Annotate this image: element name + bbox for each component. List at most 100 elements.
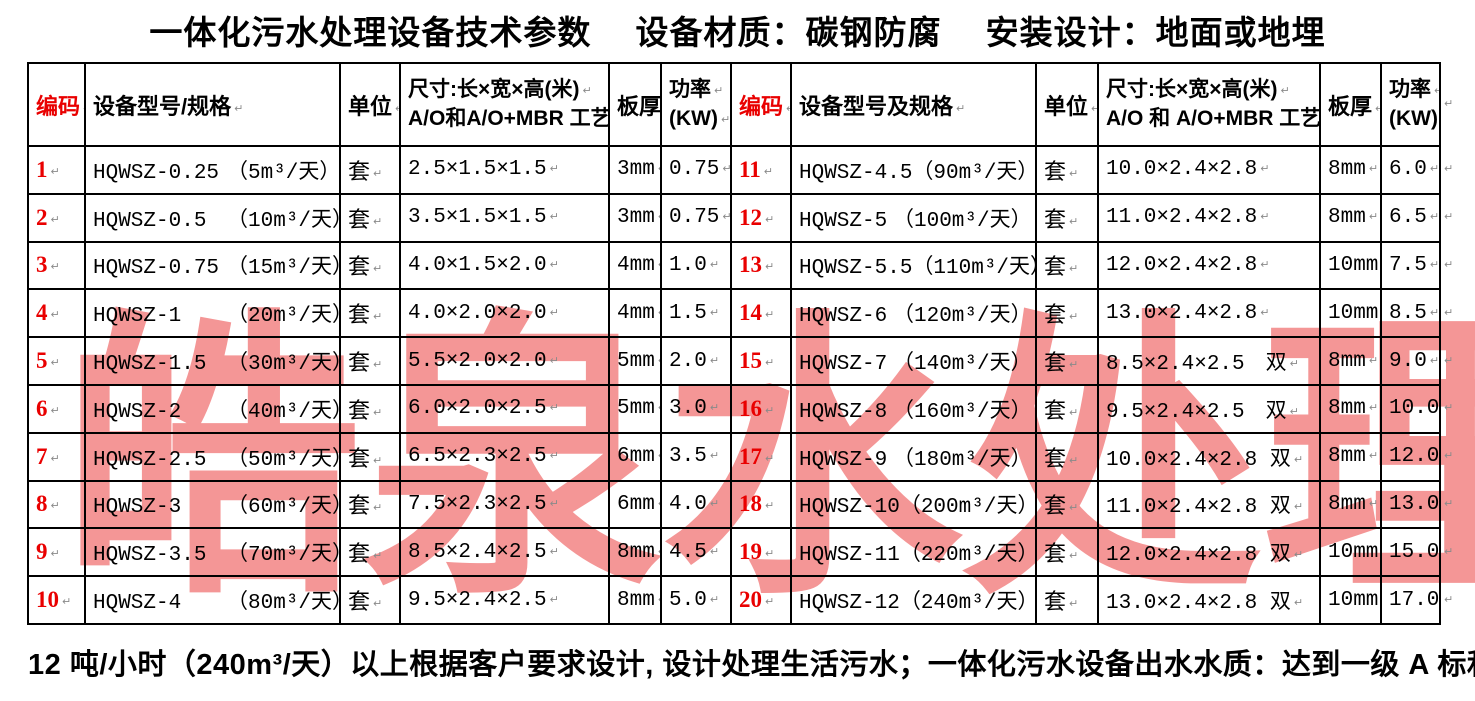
- row-code: 11: [739, 157, 773, 182]
- header-size-right-line2: A/O 和 A/O+MBR 工艺尺寸: [1106, 105, 1318, 133]
- header-code-left-label: 编码: [36, 94, 83, 119]
- model-text: HQWSZ-5.5: [799, 257, 913, 281]
- unit-text: 套: [1044, 159, 1078, 184]
- code-cell: 10: [27, 575, 86, 625]
- unit-text: 套: [1044, 589, 1078, 614]
- unit-text: 套: [1044, 207, 1078, 232]
- row-code: 19: [739, 539, 774, 564]
- unit-cell: 套: [339, 575, 401, 625]
- row-code: 13: [739, 252, 774, 277]
- size-text: 12.0×2.4×2.8 双: [1106, 544, 1303, 567]
- size-cell: 11.0×2.4×2.8: [1097, 192, 1321, 243]
- code-cell: 15: [730, 336, 792, 386]
- model-text: HQWSZ-0.5: [93, 209, 207, 233]
- size-cell: 8.5×2.4×2.5 双: [1097, 336, 1321, 386]
- row-end-marks: [1444, 62, 1470, 623]
- size-cell: 3.5×1.5×1.5: [399, 192, 610, 243]
- thickness-cell: 5mm: [608, 336, 662, 386]
- thickness-cell: 3mm: [608, 192, 662, 243]
- unit-cell: 套: [339, 479, 401, 530]
- thickness-cell: 10mm: [1319, 288, 1382, 339]
- power-text: 13.0: [1389, 493, 1438, 516]
- model-cell: HQWSZ-6 （120m³/天）: [790, 288, 1037, 339]
- power-text: 4.0: [669, 493, 719, 516]
- spec-text: （200m³/天）: [900, 496, 1034, 519]
- model-text: HQWSZ-7: [799, 353, 888, 377]
- row-code: 15: [739, 348, 774, 373]
- table-wrapper: 编码 设备型号/规格 单位 尺寸:长×宽×高(米) A/O和A/O+MBR 工艺…: [27, 62, 1441, 625]
- model-cell: HQWSZ-4.5（90m³/天）: [790, 145, 1037, 195]
- header-model-right: 设备型号及规格: [790, 62, 1037, 147]
- row-code: 2: [36, 205, 60, 230]
- model-cell: HQWSZ-1 （20m³/天）: [84, 288, 341, 339]
- code-cell: 19: [730, 527, 792, 578]
- row-code: 17: [739, 444, 774, 469]
- power-cell: 2.0: [660, 336, 732, 386]
- power-cell: 6.5: [1380, 192, 1441, 243]
- model-cell: HQWSZ-7 （140m³/天）: [790, 336, 1037, 386]
- size-cell: 8.5×2.4×2.5: [399, 527, 610, 578]
- power-text: 10.0: [1389, 397, 1438, 420]
- size-text: 6.0×2.0×2.5: [408, 397, 559, 420]
- thickness-text: 5mm: [617, 397, 659, 420]
- power-cell: 17.0: [1380, 575, 1441, 625]
- power-text: 5.0: [669, 589, 719, 612]
- header-size-left-line1: 尺寸:长×宽×高(米): [408, 76, 607, 104]
- code-cell: 16: [730, 383, 792, 434]
- header-size-right: 尺寸:长×宽×高(米) A/O 和 A/O+MBR 工艺尺寸: [1097, 62, 1321, 147]
- unit-cell: 套: [1035, 288, 1099, 339]
- thickness-text: 4mm: [617, 302, 659, 325]
- size-text: 2.5×1.5×1.5: [408, 158, 559, 181]
- code-cell: 4: [27, 288, 86, 339]
- model-text: HQWSZ-1.5: [93, 353, 207, 377]
- unit-cell: 套: [339, 336, 401, 386]
- unit-cell: 套: [1035, 145, 1099, 195]
- unit-cell: 套: [339, 527, 401, 578]
- power-text: 8.5: [1389, 302, 1438, 325]
- code-cell: 13: [730, 240, 792, 291]
- size-text: 9.5×2.4×2.5: [408, 589, 559, 612]
- thickness-cell: 8mm: [1319, 192, 1382, 243]
- size-cell: 4.0×1.5×2.0: [399, 240, 610, 291]
- header-code-left: 编码: [27, 62, 86, 147]
- unit-text: 套: [1044, 493, 1078, 518]
- size-text: 7.5×2.3×2.5: [408, 493, 559, 516]
- power-cell: 8.5: [1380, 288, 1441, 339]
- table-row: 10 HQWSZ-4 （80m³/天） 套 9.5×2.4×2.5 8mm 5.0…: [27, 575, 1441, 625]
- size-text: 4.0×2.0×2.0: [408, 302, 559, 325]
- model-text: HQWSZ-6: [799, 305, 888, 329]
- row-end-mark: [1444, 145, 1470, 193]
- table-row: 2 HQWSZ-0.5 （10m³/天） 套 3.5×1.5×1.5 3mm 0.…: [27, 192, 1441, 243]
- code-cell: 7: [27, 431, 86, 482]
- model-cell: HQWSZ-5 （100m³/天）: [790, 192, 1037, 243]
- model-cell: HQWSZ-1.5 （30m³/天）: [84, 336, 341, 386]
- model-text: HQWSZ-0.75: [93, 257, 220, 281]
- header-code-right-label: 编码: [739, 94, 789, 119]
- unit-cell: 套: [339, 240, 401, 291]
- size-text: 3.5×1.5×1.5: [408, 206, 559, 229]
- thickness-text: 10mm: [1328, 302, 1379, 325]
- unit-text: 套: [348, 398, 382, 423]
- power-cell: 7.5: [1380, 240, 1441, 291]
- power-text: 15.0: [1389, 541, 1438, 564]
- code-cell: 11: [730, 145, 792, 195]
- power-cell: 1.0: [660, 240, 732, 291]
- power-cell: 10.0: [1380, 383, 1441, 434]
- thickness-cell: 8mm: [1319, 145, 1382, 195]
- code-cell: 17: [730, 431, 792, 482]
- unit-cell: 套: [1035, 527, 1099, 578]
- size-text: 13.0×2.4×2.8 双: [1106, 592, 1303, 615]
- size-text: 11.0×2.4×2.8: [1106, 206, 1269, 229]
- model-text: HQWSZ-10: [799, 496, 900, 520]
- row-code: 5: [36, 348, 60, 373]
- model-cell: HQWSZ-9 （180m³/天）: [790, 431, 1037, 482]
- row-code: 6: [36, 396, 60, 421]
- spec-text: （180m³/天）: [893, 449, 1034, 472]
- size-cell: 4.0×2.0×2.0: [399, 288, 610, 339]
- row-end-mark: [1444, 62, 1470, 145]
- thickness-cell: 6mm: [608, 431, 662, 482]
- thickness-text: 8mm: [1328, 493, 1378, 516]
- spec-text: （50m³/天）: [227, 449, 338, 472]
- table-body: 1 HQWSZ-0.25 （5m³/天） 套 2.5×1.5×1.5 3mm 0.…: [27, 145, 1441, 625]
